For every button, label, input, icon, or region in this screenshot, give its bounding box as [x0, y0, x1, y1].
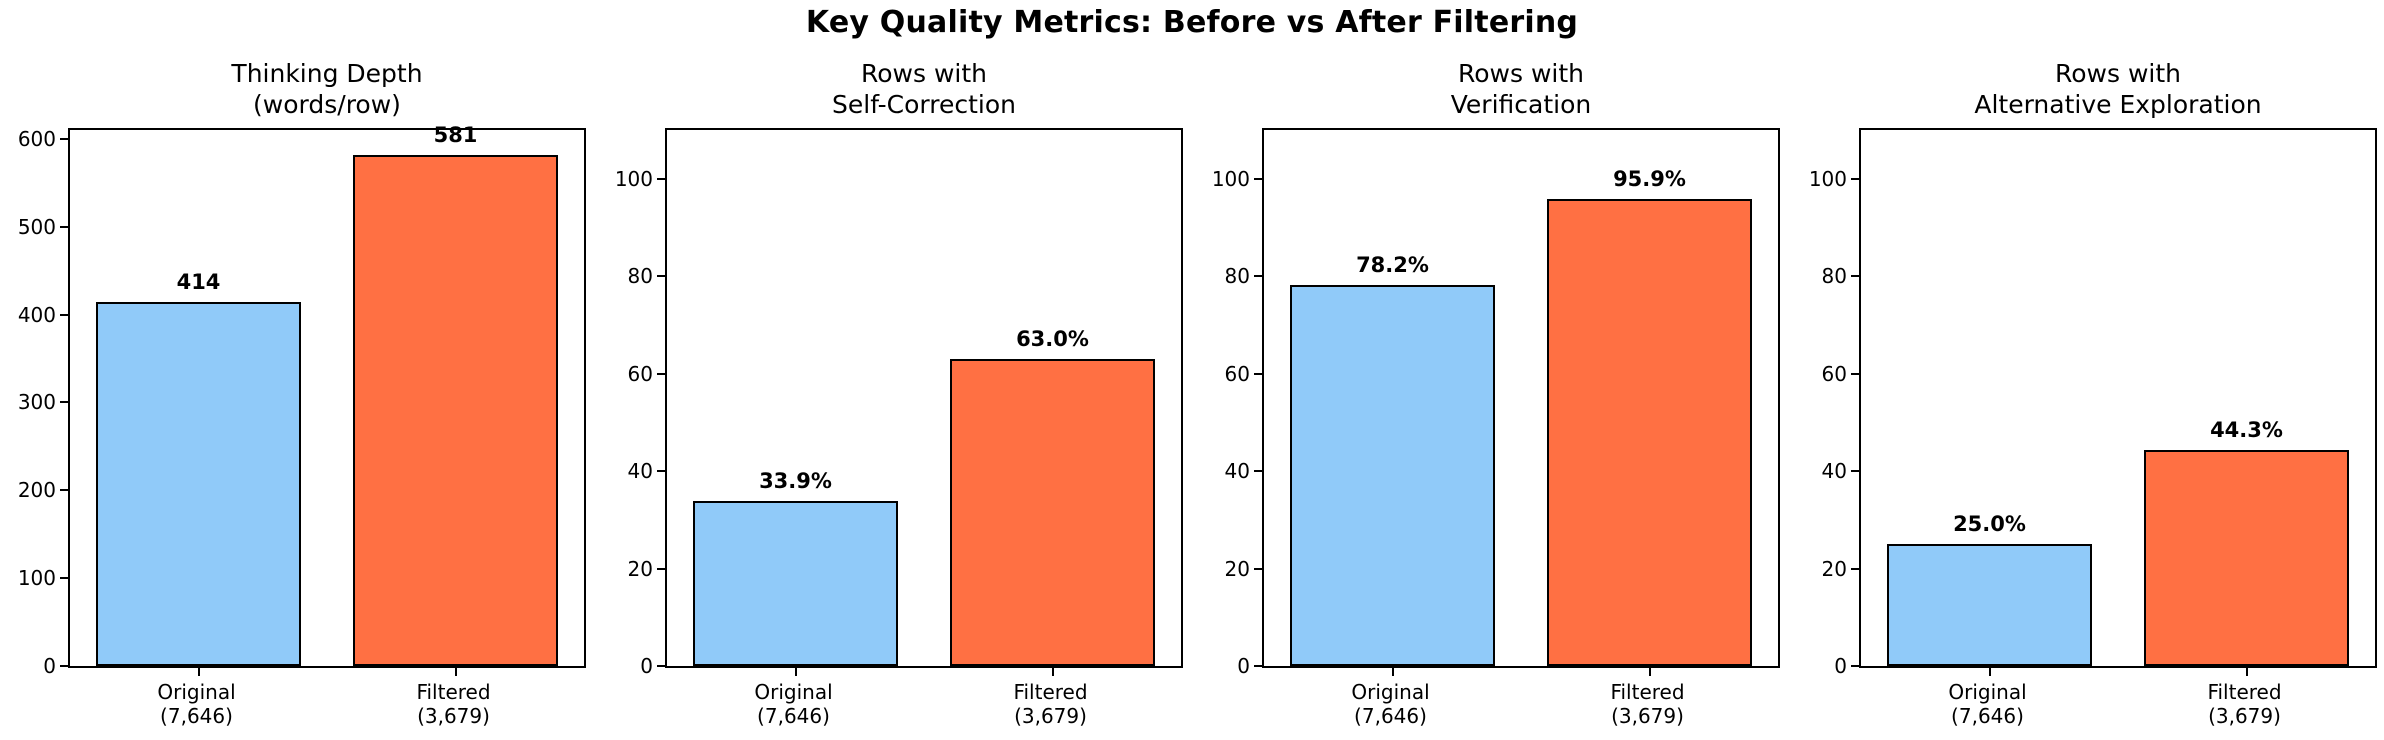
bar-original [692, 500, 899, 666]
plot-area: 0 20 40 60 80 100 33.9% 63.0% [615, 128, 1183, 678]
bar-value-label: 581 [433, 123, 478, 148]
subplot-rows-with-alternative-exploration: Original (7,646) Filtered (3,679) Rows wit… [1809, 0, 2377, 740]
subplot-title: Rows with Self-Correction [832, 59, 1016, 119]
x-axis-tick-mark [1391, 668, 1394, 676]
y-axis-tick-label: 200 [17, 478, 56, 503]
x-axis-tick-mark [1648, 668, 1651, 676]
x-axis-label-filtered: Filtered (3,679) [416, 680, 491, 728]
bar-filtered [1546, 198, 1753, 666]
y-axis-tick-label: 500 [17, 214, 56, 239]
plot-area: 0 20 40 60 80 100 25.0% 44.3% [1809, 128, 2377, 678]
x-axis-label-original: Original (7,646) [157, 680, 236, 728]
y-axis-tick-label: 300 [17, 390, 56, 415]
x-axis-label-filtered: Filtered (3,679) [1610, 680, 1685, 728]
y-axis-tick-label: 60 [627, 361, 653, 386]
y-axis-tick-label: 20 [1821, 556, 1847, 581]
bar-filtered [352, 155, 559, 666]
y-axis-tick-mark [1851, 665, 1859, 667]
bar-value-label: 63.0% [1016, 327, 1089, 352]
y-axis-tick-mark [657, 567, 665, 570]
y-axis-tick-label: 20 [1224, 556, 1250, 581]
y-axis-tick-mark [60, 401, 68, 404]
y-axis-tick-mark [1254, 567, 1262, 570]
x-axis-label-original: Original (7,646) [754, 680, 833, 728]
subplot-title: Thinking Depth (words/row) [231, 59, 423, 119]
y-axis-tick-mark [60, 577, 68, 580]
y-axis-tick-label: 100 [17, 566, 56, 591]
y-axis-tick-label: 100 [614, 166, 653, 191]
bar-value-label: 44.3% [2210, 418, 2283, 443]
y-axis-tick-label: 100 [1808, 166, 1847, 191]
y-axis-tick-mark [60, 665, 68, 667]
y-axis-tick-mark [657, 665, 665, 667]
bar-value-label: 414 [176, 270, 221, 295]
y-axis-tick-label: 20 [627, 556, 653, 581]
subplot-thinking-depth-words-row: Original (7,646) Filtered (3,679) Thinking… [18, 0, 586, 740]
y-axis-tick-mark [60, 137, 68, 140]
y-axis-tick-label: 0 [640, 654, 653, 678]
x-axis-tick-mark [454, 668, 457, 676]
y-axis-tick-label: 0 [1834, 654, 1847, 678]
y-axis-tick-label: 80 [1224, 264, 1250, 289]
y-axis-tick-mark [657, 275, 665, 278]
bar-value-label: 25.0% [1953, 512, 2026, 537]
y-axis-tick-mark [60, 489, 68, 492]
subplot-title: Rows with Alternative Exploration [1974, 59, 2262, 119]
y-axis-tick-label: 40 [1224, 459, 1250, 484]
x-axis-tick-mark [794, 668, 797, 676]
y-axis-tick-mark [60, 313, 68, 316]
y-axis-tick-mark [657, 470, 665, 473]
y-axis-tick-label: 100 [1211, 166, 1250, 191]
y-axis-tick-label: 40 [1821, 459, 1847, 484]
x-axis-tick-mark [197, 668, 200, 676]
bar-value-label: 78.2% [1356, 252, 1429, 277]
x-axis-tick-mark [1988, 668, 1991, 676]
x-axis-label-original: Original (7,646) [1948, 680, 2027, 728]
bar-filtered [949, 359, 1156, 666]
plot-area: 0 100 200 300 400 500 600 414 581 [18, 123, 586, 678]
bar-original [1289, 284, 1496, 666]
x-axis-tick-mark [1051, 668, 1054, 676]
bar-original [1886, 544, 2093, 666]
y-axis-tick-mark [1851, 275, 1859, 278]
plot-area: 0 20 40 60 80 100 78.2% 95.9% [1212, 128, 1780, 678]
bar-value-label: 33.9% [759, 468, 832, 493]
y-axis-tick-label: 0 [43, 654, 56, 678]
bar-filtered [2143, 450, 2350, 666]
y-axis-tick-mark [1254, 275, 1262, 278]
y-axis-tick-mark [1254, 177, 1262, 180]
y-axis-tick-label: 80 [1821, 264, 1847, 289]
x-axis-label-filtered: Filtered (3,679) [1013, 680, 1088, 728]
y-axis-tick-mark [1851, 372, 1859, 375]
bar-value-label: 95.9% [1613, 166, 1686, 191]
y-axis-tick-mark [60, 225, 68, 228]
figure-title: Key Quality Metrics: Before vs After Fil… [805, 5, 1579, 40]
y-axis-tick-mark [1851, 470, 1859, 473]
y-axis-tick-label: 0 [1237, 654, 1250, 678]
y-axis-tick-mark [657, 177, 665, 180]
y-axis-tick-label: 80 [627, 264, 653, 289]
subplot-rows-with-self-correction: Original (7,646) Filtered (3,679) Rows wit… [615, 0, 1183, 740]
y-axis-tick-mark [657, 372, 665, 375]
y-axis-tick-label: 400 [17, 302, 56, 327]
y-axis-tick-label: 40 [627, 459, 653, 484]
y-axis-tick-label: 600 [17, 126, 56, 151]
bar-original [95, 302, 302, 666]
y-axis-tick-mark [1851, 177, 1859, 180]
y-axis-tick-label: 60 [1224, 361, 1250, 386]
subplot-title: Rows with Verification [1450, 59, 1592, 119]
x-axis-label-original: Original (7,646) [1351, 680, 1430, 728]
y-axis-tick-mark [1254, 665, 1262, 667]
subplot-rows-with-verification: Original (7,646) Filtered (3,679) Rows wit… [1212, 0, 1780, 740]
y-axis-tick-mark [1851, 567, 1859, 570]
x-axis-label-filtered: Filtered (3,679) [2207, 680, 2282, 728]
x-axis-tick-mark [2245, 668, 2248, 676]
y-axis-tick-label: 60 [1821, 361, 1847, 386]
y-axis-tick-mark [1254, 470, 1262, 473]
y-axis-tick-mark [1254, 372, 1262, 375]
